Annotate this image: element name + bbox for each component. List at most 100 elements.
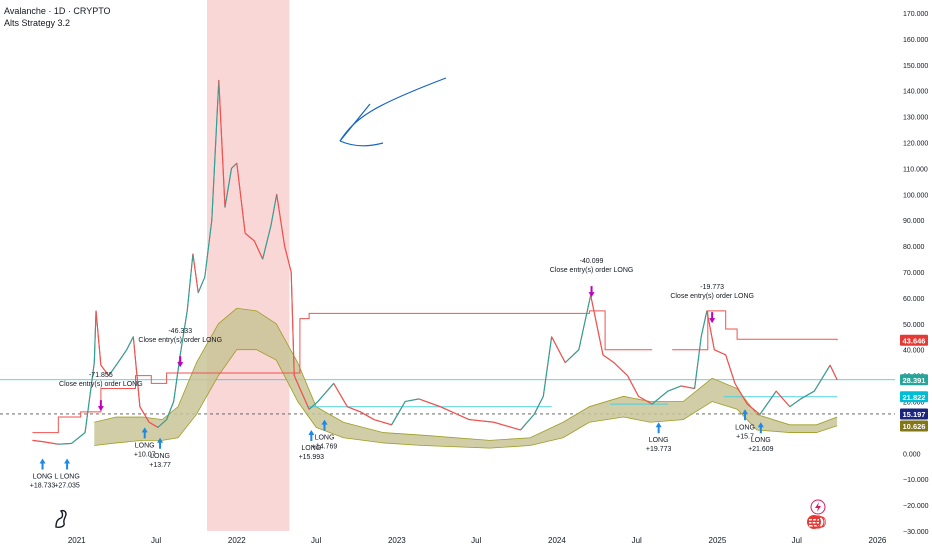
x-tick-label: Jul [792,536,802,545]
price-segment [680,385,695,390]
trade-label: LONG [751,437,771,444]
y-tick-label: 110.000 [903,166,928,173]
price-segment [262,225,272,260]
y-tick-label: 150.000 [903,63,928,70]
trade-label: -71.855 [89,372,113,379]
price-segment [93,310,97,363]
trade-label: LONG [150,453,170,460]
price-segment [667,385,682,392]
y-tick-label: 90.000 [903,218,925,225]
entry-arrow-icon [742,409,749,421]
y-tick-label: 60.000 [903,296,925,303]
trade-label: +13.77 [149,462,171,469]
price-segment [590,295,604,355]
strategy-title[interactable]: Alts Strategy 3.2 [4,18,71,28]
price-segment [725,354,736,384]
trade-label: Close entry(s) order LONG [138,337,222,344]
price-label-text: 21.822 [903,393,926,402]
tradingview-logo-icon[interactable] [52,507,72,529]
x-tick-label: Jul [471,536,481,545]
price-segment [391,401,406,426]
entry-arrow-icon [757,422,764,434]
price-segment [95,310,102,366]
y-tick-label: 140.000 [903,89,928,96]
price-segment [627,375,639,397]
trade-label: L LONG [54,473,79,480]
entry-arrow-icon [308,429,315,441]
price-segment [108,362,119,376]
trade-label: +27.035 [54,482,80,489]
trade-label: -40.099 [580,258,604,265]
price-segment [317,383,335,402]
price-segment [284,245,292,273]
price-segment [42,441,59,445]
y-tick-label: 120.000 [903,141,928,148]
price-segment [789,398,802,408]
y-tick-label: 160.000 [903,37,928,44]
support-line [307,396,838,408]
price-segment [117,349,128,363]
y-tick-label: 40.000 [903,348,925,355]
price-segment [58,442,72,445]
price-segment [236,163,246,234]
price-segment [192,253,199,293]
price-segment [166,401,175,420]
price-segment [564,349,580,364]
x-tick-label: 2026 [869,536,887,545]
us-flag-icon[interactable] [806,514,826,530]
price-segment [373,419,392,426]
y-tick-label: 130.000 [903,115,928,122]
price-segment [775,390,791,408]
price-segment [139,406,150,423]
price-segment [759,390,777,415]
y-tick-label: 100.000 [903,192,928,199]
price-segment [542,336,553,397]
price-label-badge [900,374,928,386]
price-segment [694,336,702,389]
price-segment [100,364,110,376]
trailing-stop-line [32,310,838,434]
exit-arrow-icon [97,400,104,412]
x-tick-label: 2024 [548,536,566,545]
trade-label: +15.7 [736,433,754,440]
price-segment [714,349,726,356]
band-upper-line [94,307,838,441]
price-segment [734,383,748,405]
x-tick-label: Jul [311,536,321,545]
price-segment [469,419,494,423]
y-tick-label: 50.000 [903,322,925,329]
price-segment [32,439,43,443]
highlight-region [206,0,290,531]
exit-arrow-icon [588,286,595,298]
price-segment [186,253,194,311]
y-tick-label: −10.000 [903,477,929,484]
trade-label: -19.773 [700,284,724,291]
price-segment [157,419,167,428]
y-tick-label: 170.000 [903,11,928,18]
trade-label: -46.333 [168,328,192,335]
trade-label: +19.773 [646,446,672,453]
symbol-title[interactable]: Avalanche · 1D · CRYPTO [4,6,111,16]
y-tick-label: −30.000 [903,529,929,536]
price-segment [71,432,86,444]
trade-label: +10.07 [134,451,156,458]
price-label-text: 28.391 [903,376,926,385]
y-tick-label: 80.000 [903,244,925,251]
trade-label: LONG [33,473,53,480]
x-tick-label: 2021 [68,536,86,545]
y-tick-label: −20.000 [903,503,929,510]
price-segment [84,362,95,433]
price-segment [829,365,838,381]
price-segment [126,336,134,350]
chart-title-block: Avalanche · 1D · CRYPTO Alts Strategy 3.… [4,5,111,29]
price-segment [746,403,761,415]
trade-label: Close entry(s) order LONG [59,381,143,388]
price-segment [197,276,206,293]
price-segment [405,398,419,403]
trade-label: LONG [301,445,321,452]
trade-label: LONG [135,442,155,449]
drawn-arrow-head [339,103,384,147]
price-segment [360,411,375,421]
lightning-event-icon[interactable] [810,499,826,515]
